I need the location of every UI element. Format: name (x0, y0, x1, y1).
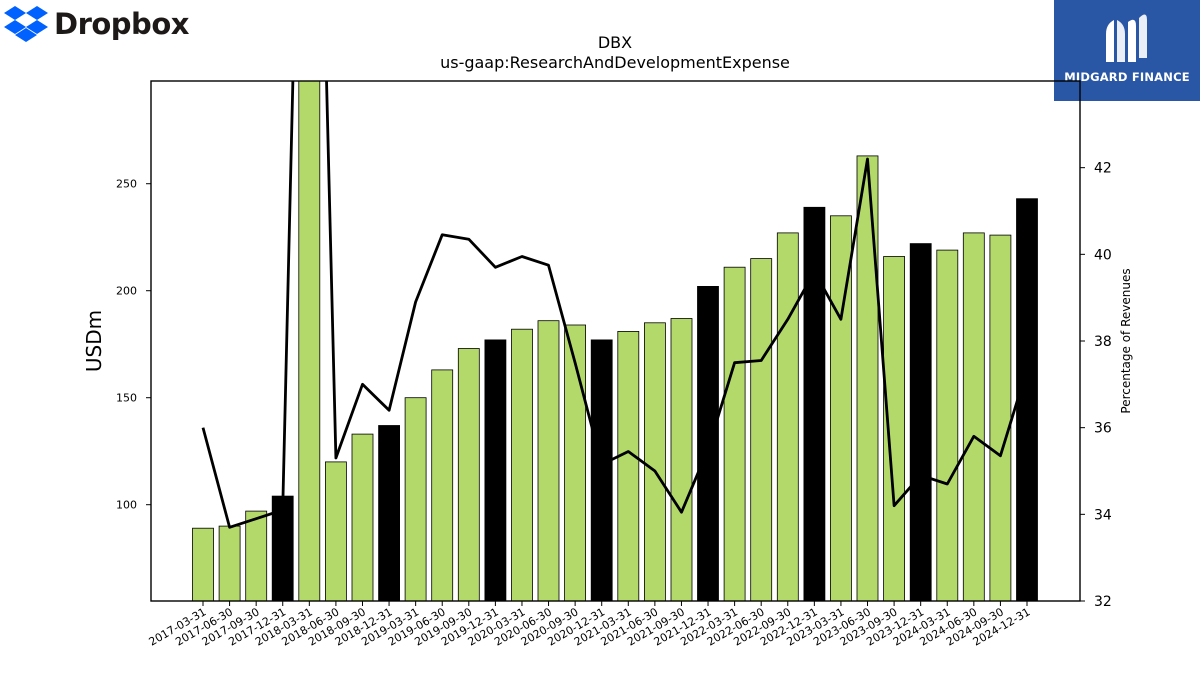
bar-2023-06-30 (856, 155, 879, 602)
bar-2022-03-31 (723, 266, 746, 602)
midgard-m-icon (1106, 14, 1147, 62)
chart-title: DBX (598, 33, 632, 52)
bar-2023-12-31 (909, 243, 932, 602)
bar-2023-09-30 (883, 256, 905, 602)
bar-2019-03-31 (404, 397, 427, 602)
y2-tick-label: 34 (1094, 507, 1112, 523)
bar-2020-12-31 (590, 339, 613, 602)
percentage-line (201, 81, 1029, 529)
bar-2019-09-30 (457, 348, 480, 602)
bar-2022-06-30 (750, 258, 773, 602)
bar-2017-03-31 (192, 527, 214, 602)
y-tick-label: 250 (116, 178, 137, 191)
brand-name: Dropbox (54, 7, 189, 41)
bar-2021-06-30 (644, 322, 666, 602)
bar-2018-09-30 (351, 433, 374, 602)
y2-tick-label: 32 (1094, 594, 1112, 610)
y2-axis-label: Percentage of Revenues (1119, 268, 1133, 413)
y2-tick-label: 40 (1094, 247, 1112, 263)
bar-2024-03-31 (936, 249, 959, 602)
y-axis-left: 100 150 200 250 (116, 178, 151, 512)
bar-2021-09-30 (670, 318, 693, 602)
partner-name: MIDGARD FINANCE (1064, 70, 1190, 84)
y-tick-label: 200 (116, 285, 137, 298)
bar-2024-09-30 (989, 234, 1012, 602)
midgard-finance-logo: MIDGARD FINANCE (1054, 0, 1200, 101)
y-tick-label: 100 (116, 499, 137, 512)
bar-2021-12-31 (697, 285, 719, 602)
y2-tick-label: 38 (1094, 334, 1112, 350)
bar-2024-06-30 (962, 232, 985, 602)
bar-2021-03-31 (617, 330, 640, 602)
y-axis-label: USDm (82, 310, 106, 372)
bar-2024-12-31 (1016, 198, 1038, 602)
bar-2018-12-31 (378, 425, 401, 602)
bar-2020-03-31 (511, 328, 533, 602)
y2-tick-label: 36 (1094, 421, 1112, 437)
chart-subtitle: us-gaap:ResearchAndDevelopmentExpense (440, 53, 790, 72)
y-tick-label: 150 (116, 392, 137, 405)
bar-2020-06-30 (537, 320, 560, 602)
bar-2022-09-30 (776, 232, 799, 602)
bar-2019-12-31 (484, 339, 507, 602)
bar-group (192, 80, 1038, 602)
bar-2019-06-30 (431, 369, 454, 602)
bar-2022-12-31 (803, 206, 826, 602)
x-axis: 2017-03-312017-06-302017-09-302017-12-31… (147, 601, 1033, 649)
y2-tick-label: 42 (1094, 161, 1112, 177)
dropbox-logo: Dropbox (4, 4, 189, 44)
bar-2018-06-30 (324, 461, 347, 602)
bar-2018-03-31 (298, 80, 321, 602)
bar-2017-06-30 (218, 525, 241, 602)
dropbox-box-icon (4, 6, 48, 42)
bar-2017-09-30 (245, 510, 268, 602)
y-axis-right: 32 34 36 38 40 42 (1080, 161, 1112, 610)
line-group (201, 81, 1029, 529)
